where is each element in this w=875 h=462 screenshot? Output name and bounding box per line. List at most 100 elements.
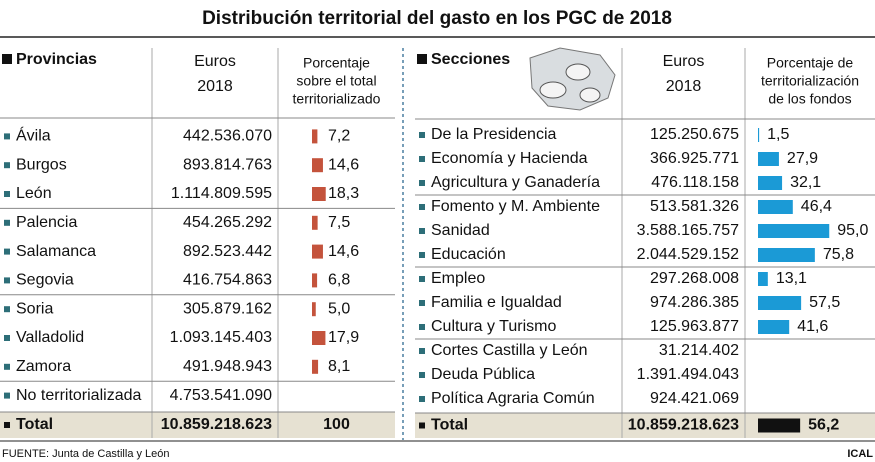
bullet bbox=[419, 276, 425, 282]
bullet bbox=[4, 363, 10, 370]
bullet bbox=[4, 162, 10, 169]
header-pct: sobre el total bbox=[296, 73, 376, 89]
bar-label: 14,6 bbox=[328, 243, 359, 260]
bar-label: 6,8 bbox=[328, 272, 350, 289]
bar bbox=[758, 152, 779, 166]
bullet bbox=[419, 228, 425, 234]
total-pct: 56,2 bbox=[808, 417, 839, 434]
total-bg bbox=[0, 412, 395, 438]
bar bbox=[312, 273, 318, 288]
bar-label: 46,4 bbox=[801, 198, 832, 215]
bar-label: 17,9 bbox=[328, 329, 359, 346]
row-name: León bbox=[16, 185, 52, 202]
row-name: Agricultura y Ganadería bbox=[431, 174, 600, 191]
header-name: Secciones bbox=[431, 51, 510, 68]
row-euros: 125.963.877 bbox=[650, 318, 739, 335]
bar bbox=[312, 244, 323, 259]
bar bbox=[758, 320, 790, 334]
bar-label: 7,2 bbox=[328, 128, 350, 145]
bar-label: 18,3 bbox=[328, 185, 359, 202]
row-euros: 31.214.402 bbox=[659, 342, 739, 359]
bar-label: 32,1 bbox=[790, 174, 821, 191]
bar bbox=[312, 302, 316, 317]
bullet bbox=[4, 392, 10, 399]
total-euros: 10.859.218.623 bbox=[628, 417, 739, 434]
row-name: Economía y Hacienda bbox=[431, 150, 588, 167]
row-euros: 305.879.162 bbox=[183, 300, 272, 317]
map-icon bbox=[529, 47, 616, 111]
total-pct: 100 bbox=[323, 416, 350, 433]
header-pct: Porcentaje de bbox=[767, 55, 854, 71]
bar bbox=[758, 128, 760, 142]
bullet bbox=[419, 422, 425, 429]
row-euros: 297.268.008 bbox=[650, 270, 739, 287]
row-euros: 1.114.809.595 bbox=[171, 185, 272, 202]
bullet bbox=[419, 156, 425, 162]
total-name: Total bbox=[431, 417, 468, 434]
bar-label: 1,5 bbox=[767, 126, 789, 143]
bullet bbox=[419, 204, 425, 210]
row-euros: 476.118.158 bbox=[651, 174, 739, 191]
bullet bbox=[419, 372, 425, 378]
row-euros: 893.814.763 bbox=[183, 156, 272, 173]
bar bbox=[312, 129, 318, 144]
row-euros: 416.754.863 bbox=[183, 272, 272, 289]
header-euros: Euros bbox=[194, 53, 236, 70]
row-euros: 491.948.943 bbox=[183, 358, 272, 375]
row-euros: 513.581.326 bbox=[650, 198, 739, 215]
total-name: Total bbox=[16, 416, 53, 433]
header-name: Provincias bbox=[16, 51, 97, 68]
bar bbox=[312, 359, 319, 374]
bullet bbox=[4, 191, 10, 197]
row-name: Palencia bbox=[16, 214, 77, 231]
row-name: Empleo bbox=[431, 270, 485, 287]
bar-label: 13,1 bbox=[776, 270, 807, 287]
bullet bbox=[4, 277, 10, 284]
bar bbox=[758, 224, 830, 238]
row-name: Segovia bbox=[16, 272, 74, 289]
bar bbox=[758, 248, 815, 262]
row-euros: 4.753.541.090 bbox=[170, 387, 272, 404]
bar-label: 27,9 bbox=[787, 150, 818, 167]
row-name: Política Agraria Común bbox=[431, 390, 595, 407]
bar bbox=[758, 296, 802, 310]
bar-label: 41,6 bbox=[797, 318, 828, 335]
bar bbox=[312, 215, 318, 230]
row-euros: 442.536.070 bbox=[183, 128, 272, 145]
bullet bbox=[4, 335, 10, 341]
row-euros: 125.250.675 bbox=[650, 126, 739, 143]
bullet bbox=[419, 252, 425, 258]
title: Distribución territorial del gasto en lo… bbox=[202, 8, 672, 29]
bar-label: 75,8 bbox=[823, 246, 854, 263]
bullet bbox=[4, 248, 10, 255]
row-euros: 3.588.165.757 bbox=[637, 222, 739, 239]
bar bbox=[758, 200, 793, 214]
bullet bbox=[419, 348, 425, 354]
bullet bbox=[419, 396, 425, 402]
row-name: Valladolid bbox=[16, 329, 84, 346]
bullet bbox=[419, 132, 425, 138]
row-euros: 454.265.292 bbox=[183, 214, 272, 231]
header-pct: Porcentaje bbox=[303, 55, 370, 71]
header-euros: 2018 bbox=[666, 78, 702, 95]
bar bbox=[312, 187, 326, 201]
row-name: De la Presidencia bbox=[431, 126, 557, 143]
header-pct: territorialización bbox=[761, 73, 859, 89]
bar-label: 5,0 bbox=[328, 300, 350, 317]
row-name: Fomento y M. Ambiente bbox=[431, 198, 600, 215]
row-name: Soria bbox=[16, 300, 53, 317]
row-name: Educación bbox=[431, 246, 506, 263]
bullet bbox=[419, 180, 425, 186]
row-name: Zamora bbox=[16, 358, 71, 375]
credit: ICAL bbox=[847, 448, 873, 460]
total-euros: 10.859.218.623 bbox=[161, 416, 272, 433]
row-euros: 366.925.771 bbox=[650, 150, 739, 167]
row-name: Ávila bbox=[16, 126, 51, 145]
bullet bbox=[4, 306, 10, 313]
row-euros: 892.523.442 bbox=[183, 243, 272, 260]
bar bbox=[758, 272, 768, 286]
row-name: No territorializada bbox=[16, 387, 141, 404]
bar-label: 7,5 bbox=[328, 214, 350, 231]
header-pct: de los fondos bbox=[768, 91, 851, 107]
